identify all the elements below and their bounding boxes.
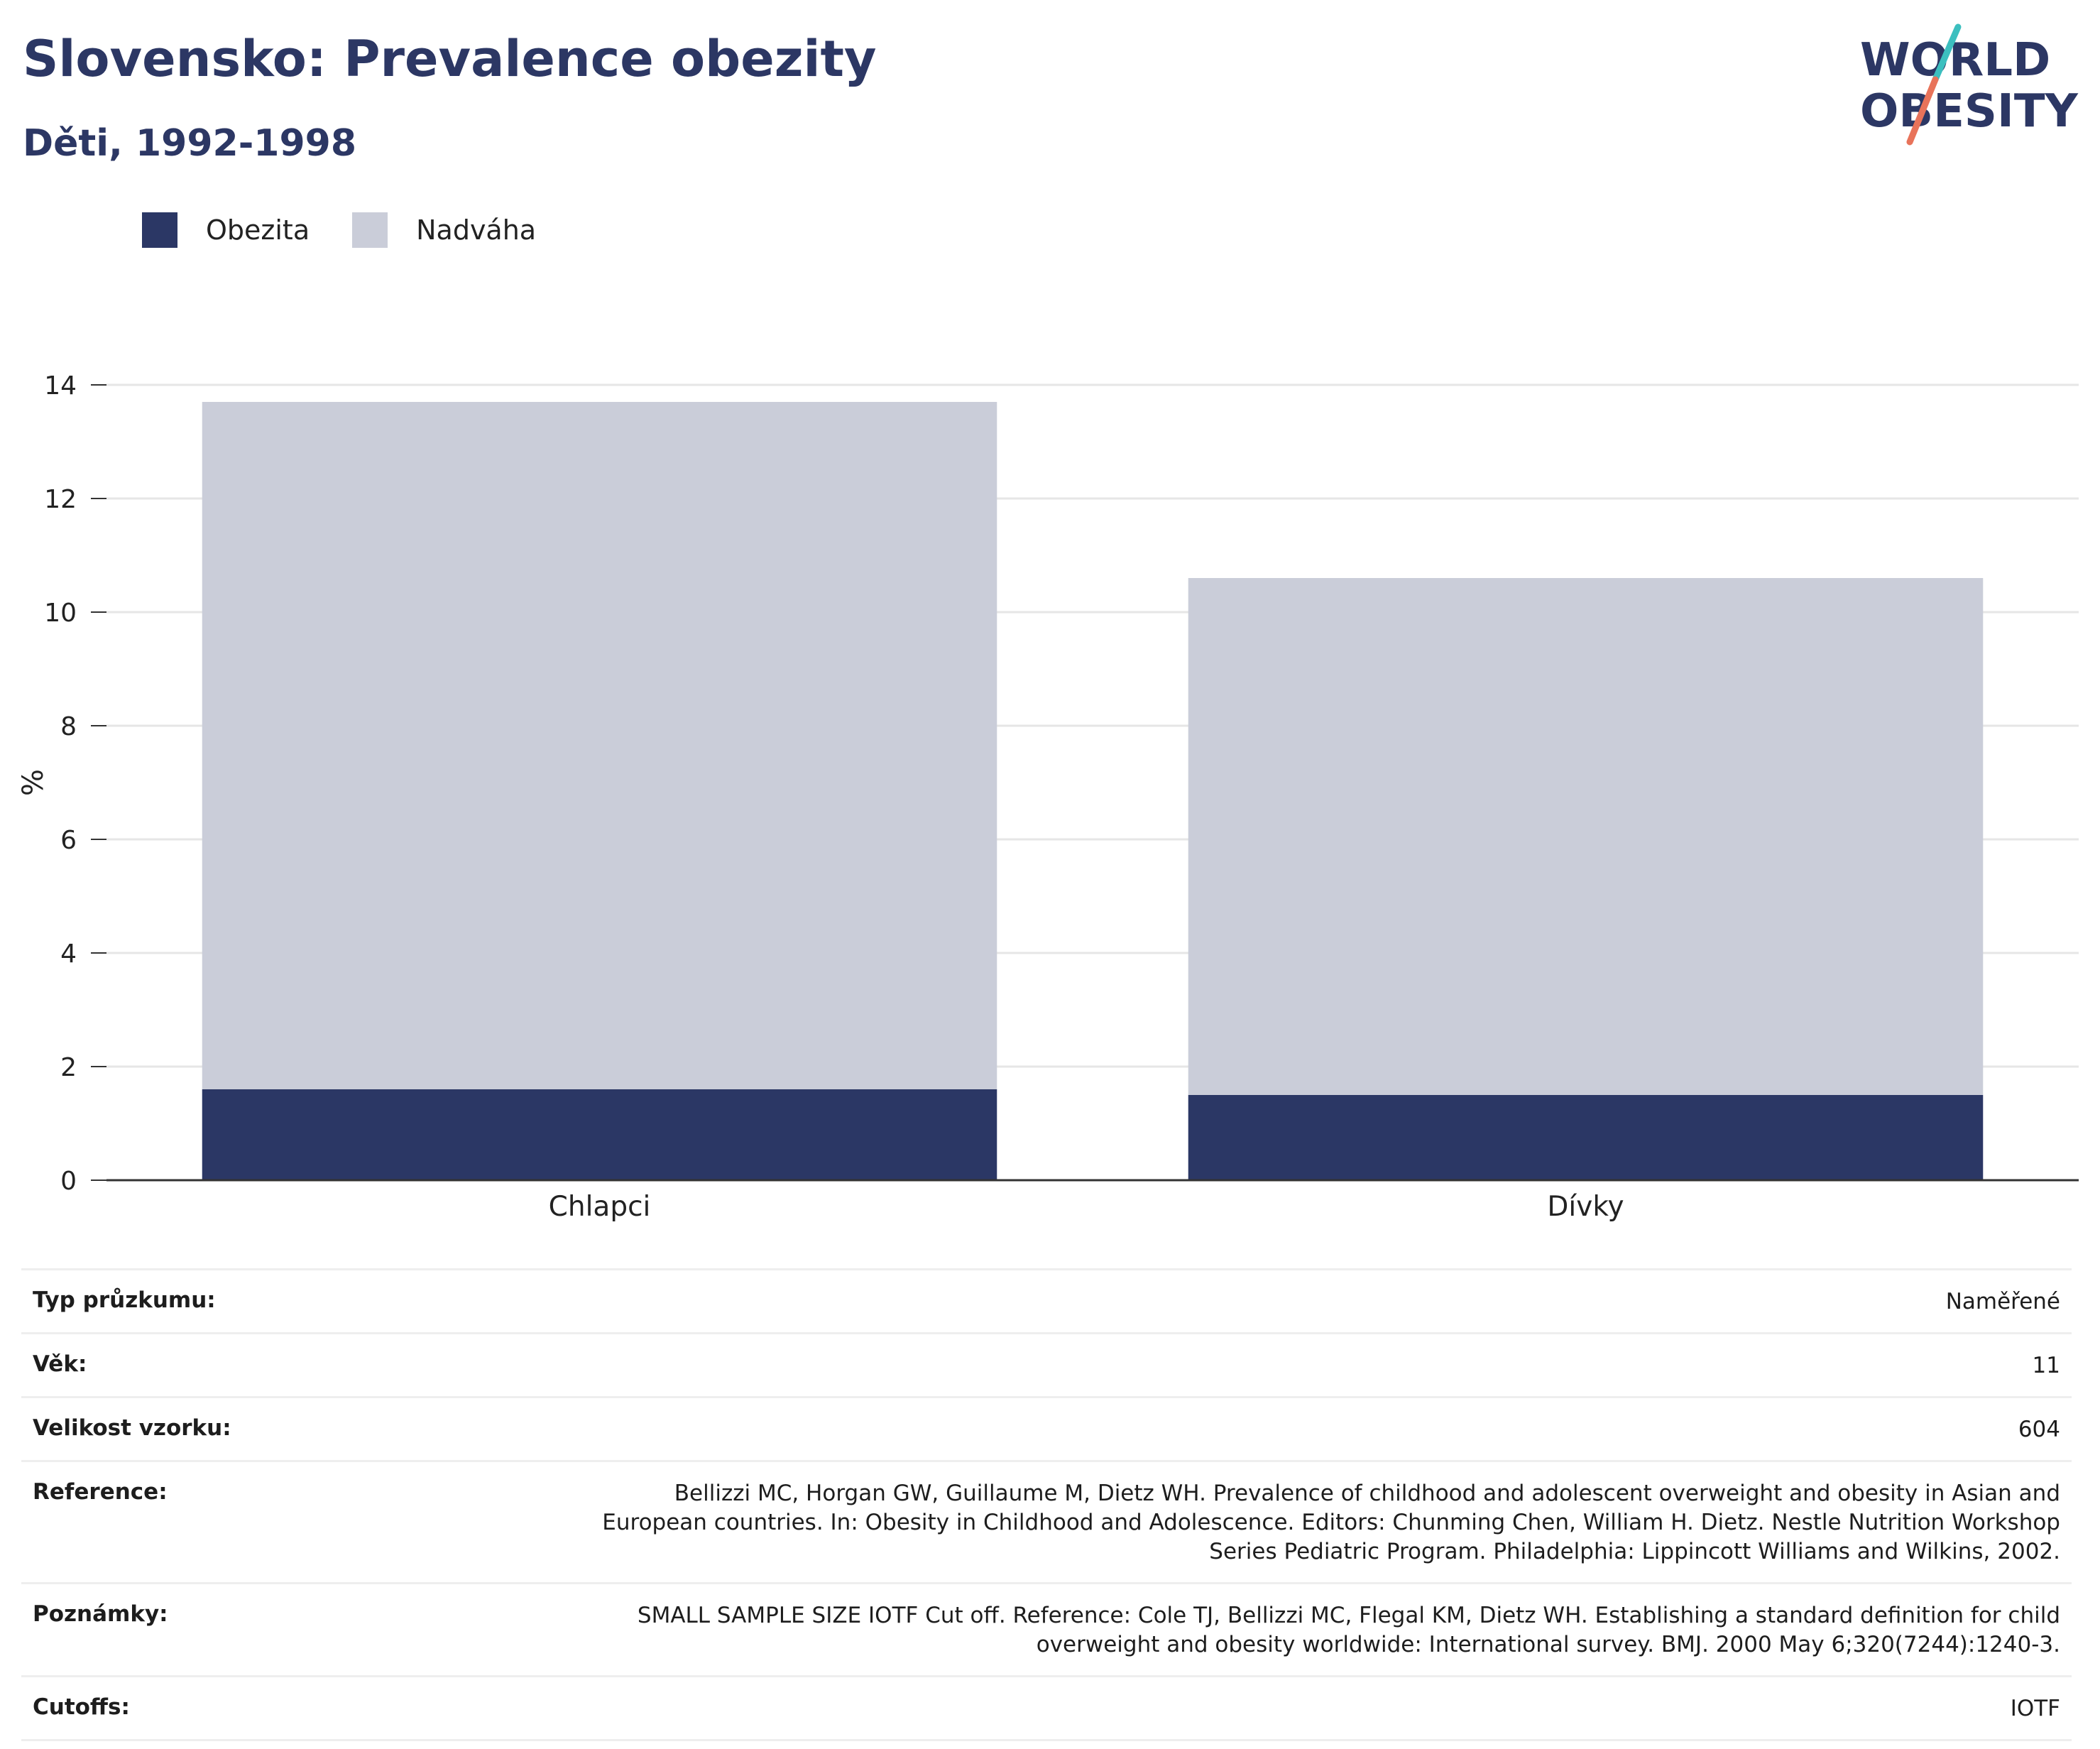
legend-swatch-nadvaha <box>352 212 388 248</box>
legend-item-obezita[interactable]: Obezita <box>142 212 310 248</box>
bar-chart: 0 2 4 6 8 10 12 14 Chlapci Dívky% <box>17 371 2079 1223</box>
legend-label-nadvaha: Nadváha <box>416 214 537 246</box>
info-label: Věk: <box>33 1351 87 1377</box>
bar-nadvaha-1[interactable] <box>1188 578 1984 1095</box>
y-tick-label: 6 <box>60 826 77 855</box>
y-tick-label: 2 <box>60 1053 77 1082</box>
info-row: Reference: Bellizzi MC, Horgan GW, Guilla… <box>21 1462 2072 1584</box>
y-tick-label: 10 <box>44 599 77 628</box>
info-table: Typ průzkumu: Naměřené Věk: 11 Velikost vzor… <box>21 1268 2072 1741</box>
info-value: 11 <box>2032 1353 2060 1378</box>
info-value: Naměřené <box>1945 1289 2060 1314</box>
bar-nadvaha-0[interactable] <box>202 402 997 1089</box>
legend-swatch-obezita <box>142 212 177 248</box>
y-axis-label: % <box>17 769 50 796</box>
info-value: SMALL SAMPLE SIZE IOTF Cut off. Referenc… <box>637 1603 2060 1657</box>
legend-item-nadvaha[interactable]: Nadváha <box>352 212 536 248</box>
info-row: Velikost vzorku: 604 <box>21 1398 2072 1462</box>
info-label: Typ průzkumu: <box>33 1287 216 1313</box>
y-tick-label: 8 <box>60 712 77 741</box>
y-tick-label: 0 <box>60 1167 77 1196</box>
logo-slash-coral-icon <box>1906 76 1939 146</box>
page-title: Slovensko: Prevalence obezity <box>23 30 877 88</box>
legend-label-obezita: Obezita <box>206 214 310 246</box>
info-row: Cutoffs: IOTF <box>21 1677 2072 1741</box>
info-label: Poznámky: <box>33 1601 168 1627</box>
y-tick-label: 12 <box>44 485 77 514</box>
world-obesity-logo[interactable]: WORLD OBESITY <box>1853 20 2080 148</box>
info-label: Cutoffs: <box>33 1694 130 1720</box>
logo-slash-teal-icon <box>1932 23 1962 83</box>
info-row: Typ průzkumu: Naměřené <box>21 1270 2072 1334</box>
x-tick-label: Chlapci <box>549 1191 651 1223</box>
info-label: Reference: <box>33 1479 168 1505</box>
logo-line2: OBESITY <box>1860 85 2078 138</box>
info-row: Věk: 11 <box>21 1334 2072 1398</box>
x-tick-label: Dívky <box>1547 1191 1624 1223</box>
info-value: Bellizzi MC, Horgan GW, Guillaume M, Die… <box>602 1481 2060 1564</box>
info-value: 604 <box>2018 1417 2060 1442</box>
chart-legend: Obezita Nadváha <box>142 212 579 249</box>
bar-obezita-0[interactable] <box>202 1089 997 1180</box>
info-label: Velikost vzorku: <box>33 1415 231 1441</box>
logo-line1: WORLD <box>1860 34 2050 87</box>
page-subtitle: Děti, 1992-1998 <box>23 122 357 165</box>
bar-obezita-1[interactable] <box>1188 1095 1984 1180</box>
info-row: Poznámky: SMALL SAMPLE SIZE IOTF Cut off.… <box>21 1584 2072 1677</box>
y-tick-label: 4 <box>60 939 77 969</box>
y-tick-label: 14 <box>44 371 77 401</box>
info-value: IOTF <box>2010 1696 2060 1721</box>
